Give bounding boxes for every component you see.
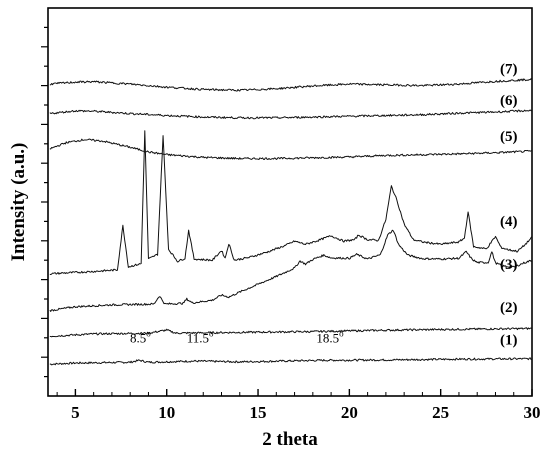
- x-tick-label: 30: [524, 403, 541, 422]
- series-label: (5): [500, 129, 518, 145]
- annotation-degree: o: [146, 329, 151, 339]
- annotation-value: 18.5: [316, 331, 339, 346]
- x-tick-label: 5: [71, 403, 80, 422]
- y-axis-title: Intensity (a.u.): [8, 143, 29, 262]
- series-label: (3): [500, 257, 518, 273]
- series-line-7: [49, 78, 533, 92]
- annotation-degree: o: [209, 329, 214, 339]
- series-line-2: [49, 327, 533, 338]
- series-label: (1): [500, 333, 518, 349]
- x-tick-label: 20: [341, 403, 358, 422]
- plot-frame: [47, 7, 533, 397]
- series-line-4: [49, 130, 533, 276]
- y-axis-ticks: [41, 26, 48, 378]
- x-tick-label: 10: [158, 403, 175, 422]
- peak-annotation: 8.5o: [130, 329, 151, 346]
- series-line-1: [49, 357, 533, 366]
- annotation-value: 11.5: [187, 331, 209, 346]
- x-tick-label: 25: [432, 403, 449, 422]
- annotation-degree: o: [339, 329, 344, 339]
- series-label: (7): [500, 62, 518, 78]
- x-axis-ticks: 5 10 15 20 25 30: [56, 389, 541, 422]
- series-line-3: [49, 229, 533, 312]
- peak-annotations: 8.5o 11.5o 18.5o: [130, 329, 344, 346]
- series-labels: (7) (6) (5) (4) (3) (2) (1): [500, 62, 518, 349]
- peak-annotation: 11.5o: [187, 329, 214, 346]
- series-line-6: [49, 109, 533, 120]
- series-label: (6): [500, 93, 518, 109]
- x-axis-title: 2 theta: [262, 429, 318, 450]
- peak-annotation: 18.5o: [316, 329, 344, 346]
- x-tick-label: 15: [250, 403, 267, 422]
- series-line-5: [49, 138, 533, 160]
- series-layer: [49, 78, 533, 366]
- series-label: (4): [500, 214, 518, 230]
- annotation-value: 8.5: [130, 331, 146, 346]
- series-label: (2): [500, 300, 518, 316]
